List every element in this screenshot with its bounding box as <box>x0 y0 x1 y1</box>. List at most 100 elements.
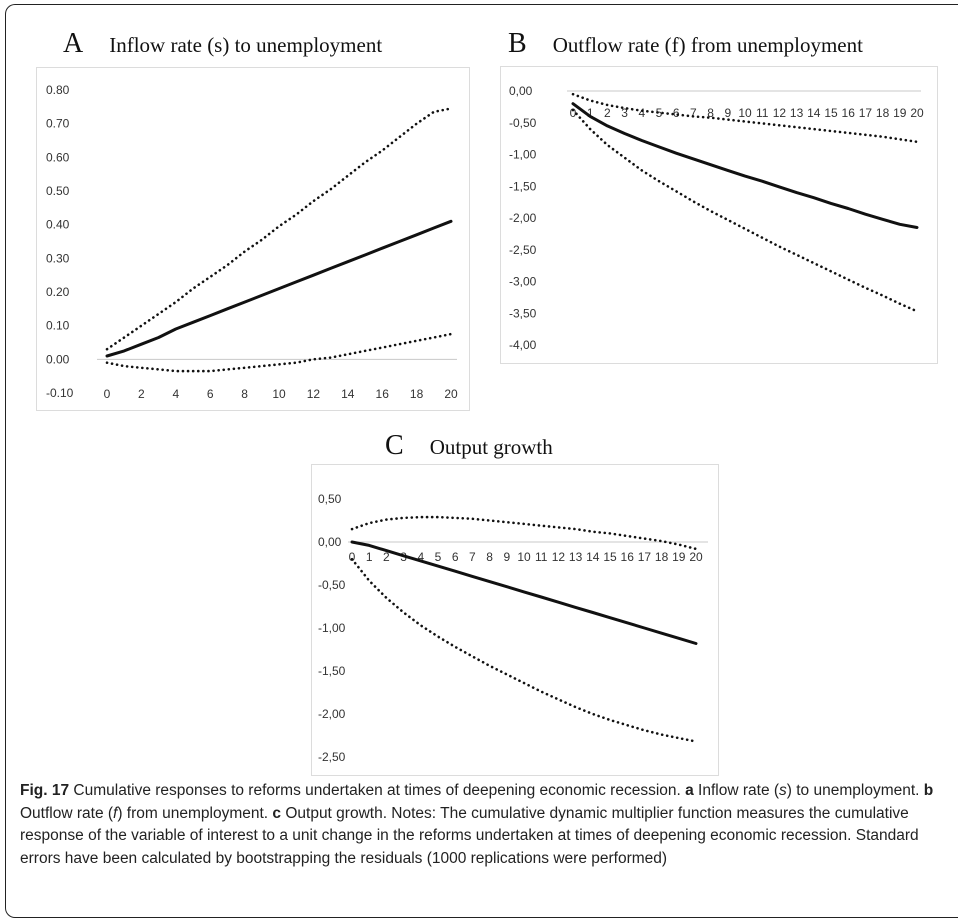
chart-b-x-tick-label: 13 <box>790 106 804 120</box>
panel-a-letter: A <box>63 28 84 59</box>
panel-c-letter: C <box>385 430 404 461</box>
chart-a-y-tick-label: 0.00 <box>46 352 70 366</box>
chart-b-x-tick-label: 9 <box>724 106 731 120</box>
caption-b-label: b <box>923 782 934 799</box>
caption-b-var: f <box>113 804 118 822</box>
chart-c-confidence-band-line <box>350 515 698 551</box>
chart-a-y-tick-label: 0.40 <box>46 218 70 232</box>
chart-b-x-tick-label: 18 <box>876 106 890 120</box>
panel-b-name: Outflow rate (f) from unemployment <box>552 33 863 57</box>
chart-c-x-tick-label: 18 <box>655 550 669 564</box>
chart-c-y-tick-label: -0,50 <box>318 578 346 592</box>
chart-b-x-tick-label: 2 <box>604 106 611 120</box>
chart-b-x-tick-label: 5 <box>656 106 663 120</box>
chart-c-x-tick-label: 8 <box>486 550 493 564</box>
chart-a-y-tick-label: 0.20 <box>46 285 70 299</box>
chart-c-y-tick-label: 0,50 <box>318 492 342 506</box>
caption-b-text-1: Outflow rate ( <box>20 804 114 822</box>
chart-b-x-tick-label: 15 <box>824 106 838 120</box>
caption-fig-text: Cumulative responses to reforms undertak… <box>69 782 686 799</box>
chart-c-x-tick-label: 17 <box>638 550 652 564</box>
chart-a-y-tick-label: -0.10 <box>46 386 74 400</box>
caption-a-text-2: ) to unemployment. <box>786 782 924 799</box>
chart-c-x-tick-label: 7 <box>469 550 476 564</box>
chart-c-x-tick-label: 19 <box>672 550 686 564</box>
chart-b-y-tick-label: -3,50 <box>509 306 537 320</box>
panel-c-name: Output growth <box>429 435 553 459</box>
chart-b-y-tick-label: -1,00 <box>509 148 537 162</box>
chart-b-confidence-band-line <box>571 108 919 313</box>
chart-b-x-tick-label: 20 <box>910 106 924 120</box>
chart-b-y-tick-label: -2,50 <box>509 243 537 257</box>
chart-b-confidence-band-line <box>571 92 919 144</box>
chart-c-x-tick-label: 11 <box>535 550 548 564</box>
chart-c-y-tick-label: -2,00 <box>318 707 346 721</box>
chart-b-x-tick-label: 8 <box>707 106 714 120</box>
panel-a-title: A Inflow rate (s) to unemployment <box>63 28 382 60</box>
chart-b-y-tick-label: -4,00 <box>509 338 537 352</box>
chart-c-x-tick-label: 4 <box>417 550 424 564</box>
chart-c-estimate-line <box>350 540 698 645</box>
chart-b-x-tick-label: 10 <box>738 106 752 120</box>
caption-a-text-1: Inflow rate ( <box>693 782 780 799</box>
chart-c-x-tick-label: 16 <box>621 550 635 564</box>
panel-b-title: B Outflow rate (f) from unemployment <box>508 28 863 60</box>
chart-c-y-tick-label: -1,50 <box>318 664 346 678</box>
chart-b-y-tick-label: -2,00 <box>509 211 537 225</box>
chart-c-x-tick-label: 13 <box>569 550 583 564</box>
caption-b-text-2: ) from unemployment. <box>117 804 273 822</box>
chart-b-x-tick-label: 19 <box>893 106 907 120</box>
chart-a-x-tick-label: 14 <box>341 387 355 401</box>
chart-b-x-tick-label: 12 <box>773 106 787 120</box>
chart-c-x-tick-label: 10 <box>517 550 531 564</box>
chart-a-x-tick-label: 8 <box>241 387 248 401</box>
chart-b-x-tick-label: 4 <box>638 106 645 120</box>
chart-b-x-tick-label: 14 <box>807 106 821 120</box>
chart-b-x-tick-label: 11 <box>756 106 769 120</box>
chart-c-y-tick-label: -1,00 <box>318 621 346 635</box>
figure-frame <box>5 4 958 918</box>
chart-a-x-tick-label: 6 <box>207 387 214 401</box>
panel-a-name: Inflow rate (s) to unemployment <box>109 33 383 57</box>
chart-c-x-tick-label: 20 <box>689 550 703 564</box>
chart-a-confidence-band-line <box>105 107 453 351</box>
caption-c-label: c <box>272 804 282 822</box>
chart-c-confidence-band-line <box>350 557 698 743</box>
chart-a-x-tick-label: 12 <box>307 387 321 401</box>
chart-c-x-tick-label: 12 <box>552 550 566 564</box>
chart-b-y-tick-label: -0,50 <box>509 116 537 130</box>
chart-c: 0,50 0,00 -0,50 -1,00 -1,50 -2,00 -2,50 0 1 2 3 4 5 6… <box>311 464 719 776</box>
chart-a-x-tick-label: 18 <box>410 387 424 401</box>
chart-a-confidence-band-line <box>105 332 453 373</box>
chart-a-y-tick-label: 0.10 <box>46 319 70 333</box>
chart-b-x-tick-label: 0 <box>570 106 577 120</box>
chart-a-x-tick-label: 0 <box>104 387 111 401</box>
chart-a-x-tick-label: 2 <box>138 387 145 401</box>
chart-c-y-tick-label: 0,00 <box>318 535 342 549</box>
chart-a-y-tick-label: 0.70 <box>46 117 70 131</box>
panel-c-title: C Output growth <box>385 430 553 462</box>
chart-b-x-tick-label: 16 <box>842 106 856 120</box>
caption-a-label: a <box>685 782 694 799</box>
chart-a: 0.80 0.70 0.60 0.50 0.40 0.30 0.20 0.10 0.00 -0.1… <box>36 67 470 411</box>
chart-c-y-tick-label: -2,50 <box>318 750 346 764</box>
chart-b-y-tick-label: -3,00 <box>509 275 537 289</box>
chart-b-x-tick-label: 1 <box>587 106 594 120</box>
chart-b: 0,00 -0,50 -1,00 -1,50 -2,00 -2,50 -3,00 -3,50 -… <box>500 66 938 364</box>
chart-b-x-tick-label: 3 <box>621 106 628 120</box>
chart-a-x-tick-label: 20 <box>444 387 458 401</box>
chart-b-estimate-line <box>571 102 919 229</box>
chart-c-x-tick-label: 9 <box>503 550 510 564</box>
chart-a-y-tick-label: 0.50 <box>46 184 70 198</box>
caption-a-var: s <box>779 782 787 799</box>
figure-caption: Fig. 17 Cumulative responses to reforms … <box>20 780 940 870</box>
caption-c-text: Output growth. Notes: The cumulative dyn… <box>20 804 919 867</box>
chart-c-x-tick-label: 2 <box>383 550 390 564</box>
chart-b-y-tick-label: -1,50 <box>509 179 537 193</box>
chart-a-x-tick-label: 16 <box>376 387 390 401</box>
chart-a-y-tick-label: 0.30 <box>46 251 70 265</box>
panel-b-letter: B <box>508 28 527 59</box>
chart-c-x-tick-label: 0 <box>349 550 356 564</box>
chart-c-x-tick-label: 6 <box>452 550 459 564</box>
chart-c-x-tick-label: 1 <box>366 550 373 564</box>
